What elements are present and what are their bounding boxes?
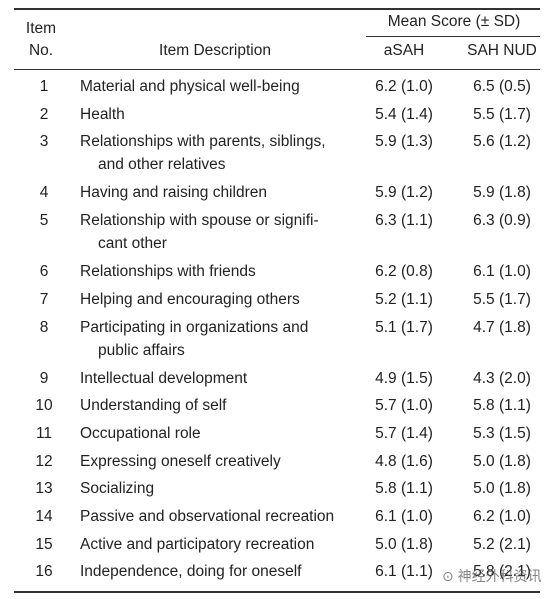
item-no: 4 bbox=[39, 184, 49, 202]
item-description: Helping and encouraging others bbox=[80, 290, 300, 308]
asah-score: 5.0 (1.8) bbox=[375, 535, 433, 553]
nud-score: 5.5 (1.7) bbox=[473, 290, 531, 308]
nud-score: 4.7 (1.8) bbox=[473, 318, 531, 336]
nud-score: 5.6 (1.2) bbox=[473, 133, 531, 151]
item-description: Passive and observational recreation bbox=[80, 508, 335, 525]
item-no: 8 bbox=[39, 318, 49, 336]
nud-score: 5.2 (2.1) bbox=[473, 535, 531, 553]
header-rule bbox=[14, 69, 540, 70]
item-description: Material and physical well-being bbox=[80, 78, 300, 95]
item-description: and other relatives bbox=[98, 156, 226, 174]
nud-score: 6.3 (0.9) bbox=[473, 212, 531, 230]
item-no: 11 bbox=[35, 424, 53, 442]
item-description: Health bbox=[80, 105, 125, 123]
nud-score: 5.8 (1.1) bbox=[473, 397, 531, 415]
asah-score: 5.1 (1.7) bbox=[375, 318, 433, 336]
group-rule bbox=[366, 36, 540, 37]
nud-score: 6.1 (1.0) bbox=[473, 263, 531, 281]
asah-score: 6.2 (0.8) bbox=[375, 263, 433, 281]
nud-score: 5.3 (1.5) bbox=[473, 424, 531, 442]
asah-score: 5.9 (1.3) bbox=[375, 133, 433, 151]
asah-score: 5.7 (1.4) bbox=[375, 424, 433, 442]
item-description: Intellectual development bbox=[80, 369, 248, 387]
nud-score: 5.0 (1.8) bbox=[473, 452, 531, 470]
asah-score: 4.9 (1.5) bbox=[375, 369, 433, 387]
nud-score: 5.9 (1.8) bbox=[473, 184, 531, 202]
item-description: Socializing bbox=[80, 480, 155, 498]
item-description: Relationships with friends bbox=[80, 263, 256, 281]
item-description: Relationship with spouse or signifi- bbox=[80, 212, 319, 230]
header-item: Item bbox=[25, 20, 57, 37]
item-description: Expressing oneself creatively bbox=[80, 452, 281, 470]
header-column: aSAH bbox=[383, 42, 425, 59]
asah-score: 6.3 (1.1) bbox=[375, 212, 433, 230]
nud-score: 6.2 (1.0) bbox=[473, 508, 531, 525]
item-no: 13 bbox=[35, 480, 53, 498]
nud-score: 5.5 (1.7) bbox=[473, 105, 531, 123]
nud-score: 5.8 (2.1) bbox=[473, 563, 531, 581]
asah-score: 5.9 (1.2) bbox=[375, 184, 433, 202]
item-description: public affairs bbox=[98, 341, 185, 359]
nud-score: 5.0 (1.8) bbox=[473, 480, 531, 498]
asah-score: 6.1 (1.0) bbox=[375, 508, 433, 525]
item-no: 3 bbox=[39, 133, 49, 151]
header-no: No. bbox=[28, 42, 54, 59]
item-no: 10 bbox=[35, 397, 53, 415]
header-group: Mean Score (± SD) bbox=[387, 13, 521, 30]
top-rule bbox=[14, 8, 540, 10]
asah-score: 5.8 (1.1) bbox=[375, 480, 433, 498]
item-description: Active and participatory recreation bbox=[80, 535, 315, 553]
item-no: 14 bbox=[35, 508, 53, 525]
item-no: 12 bbox=[35, 452, 53, 470]
header-description: Item Description bbox=[159, 42, 271, 59]
asah-score: 5.4 (1.4) bbox=[375, 105, 433, 123]
item-no: 2 bbox=[39, 105, 49, 123]
asah-score: 6.1 (1.1) bbox=[375, 563, 433, 581]
item-description: Occupational role bbox=[80, 424, 201, 442]
bottom-rule bbox=[14, 591, 540, 593]
asah-score: 6.2 (1.0) bbox=[375, 78, 433, 95]
watermark-text: 神经外科资讯 bbox=[457, 568, 542, 584]
item-description: cant other bbox=[98, 235, 167, 253]
item-no: 16 bbox=[35, 563, 53, 581]
nud-score: 6.5 (0.5) bbox=[473, 78, 531, 95]
asah-score: 5.2 (1.1) bbox=[375, 290, 433, 308]
asah-score: 5.7 (1.0) bbox=[375, 397, 433, 415]
watermark: ⊙ 神经外科资讯 bbox=[442, 568, 542, 584]
item-description: Participating in organizations and bbox=[80, 318, 309, 336]
item-description: Having and raising children bbox=[80, 184, 267, 202]
item-no: 6 bbox=[39, 263, 49, 281]
item-no: 7 bbox=[39, 290, 49, 308]
item-description: Understanding of self bbox=[80, 397, 227, 415]
item-no: 15 bbox=[35, 535, 53, 553]
asah-score: 4.8 (1.6) bbox=[375, 452, 433, 470]
item-description: Independence, doing for oneself bbox=[80, 563, 302, 581]
item-no: 1 bbox=[39, 78, 49, 95]
nud-score: 4.3 (2.0) bbox=[473, 369, 531, 387]
item-no: 9 bbox=[39, 369, 49, 387]
header-column: SAH NUD bbox=[467, 42, 537, 59]
item-no: 5 bbox=[39, 212, 49, 230]
item-description: Relationships with parents, siblings, bbox=[80, 133, 326, 151]
